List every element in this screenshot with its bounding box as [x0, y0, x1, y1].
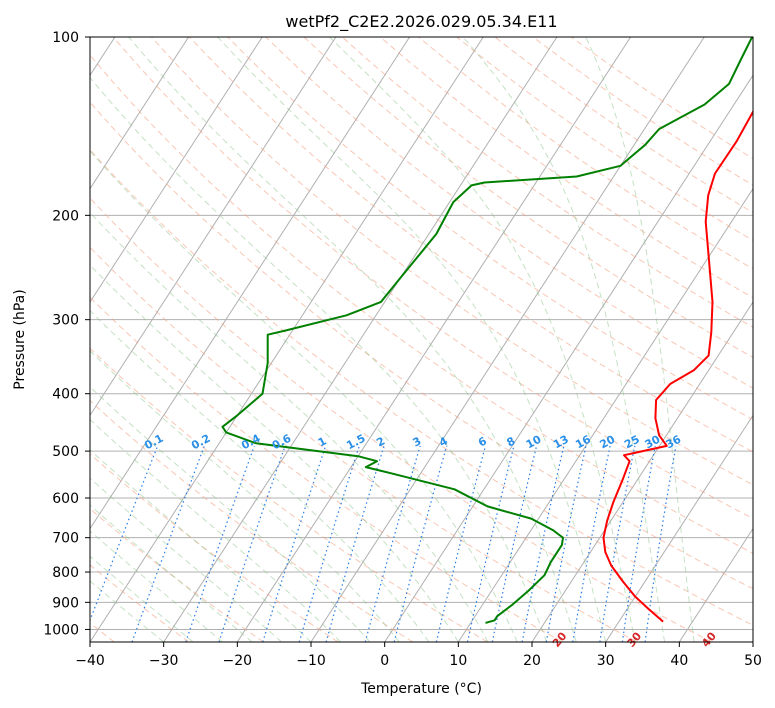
dry-adiabat-line — [90, 54, 753, 554]
dry-adiabat-line — [90, 246, 638, 642]
mixing-ratio-line — [298, 445, 360, 642]
moist-adiabat-line — [90, 530, 223, 642]
x-tick-label: 0 — [380, 653, 389, 669]
chart-title: wetPf2_C2E2.2026.029.05.34.E11 — [285, 12, 557, 32]
x-tick-label: 20 — [523, 653, 541, 669]
x-tick-label: 30 — [597, 653, 615, 669]
moist-adiabat-line — [462, 37, 666, 642]
y-tick-label: 500 — [52, 444, 79, 460]
moist-adiabat-line — [90, 418, 341, 642]
x-tick-label: −10 — [296, 653, 326, 669]
isotherm-line — [457, 187, 753, 642]
dry-adiabat-line — [90, 508, 264, 642]
y-tick-label: 700 — [52, 531, 79, 547]
plot-background — [90, 37, 753, 642]
mixing-ratio-label: 30 — [643, 433, 663, 452]
isotherm-line — [236, 37, 632, 642]
mixing-ratio-label: 36 — [664, 433, 684, 452]
y-tick-label: 200 — [52, 208, 79, 224]
y-tick-label: 400 — [52, 387, 79, 403]
mixing-ratio-line — [325, 445, 385, 642]
series-line-0 — [602, 109, 753, 623]
mixing-ratio-line — [491, 445, 538, 642]
isotherm-line — [384, 74, 753, 642]
x-axis-label: Temperature (°C) — [360, 681, 482, 697]
y-tick-label: 800 — [52, 565, 79, 581]
y-tick-label: 600 — [52, 491, 79, 507]
mixing-ratio-line — [599, 445, 636, 642]
moist-adiabat-line — [128, 37, 577, 642]
dry-adiabat-line — [303, 37, 753, 358]
dry-adiabat-line — [90, 296, 563, 642]
mixing-ratio-label: 13 — [551, 433, 571, 452]
mixing-ratio-line — [521, 445, 565, 642]
isotherm-line — [90, 37, 411, 530]
moist-adiabat-line — [90, 350, 400, 642]
mixing-ratio-line — [466, 445, 515, 642]
moist-adiabat-line — [90, 150, 518, 642]
dry-adiabat-line — [90, 101, 753, 590]
dry-adiabat-line — [341, 37, 753, 328]
mixing-ratio-line — [621, 445, 656, 642]
y-tick-label: 1000 — [43, 622, 79, 638]
dry-adiabat-line — [90, 347, 488, 642]
isotherm-line — [90, 37, 337, 417]
x-tick-label: 10 — [449, 653, 467, 669]
mixing-ratio-line — [545, 445, 587, 642]
moist-adiabat-line — [90, 211, 489, 642]
dry-adiabat-line — [90, 149, 753, 626]
x-tick-label: 40 — [670, 653, 688, 669]
series-line-1 — [221, 37, 753, 624]
y-axis-label: Pressure (hPa) — [12, 289, 28, 389]
moist-adiabat-line — [90, 264, 459, 642]
mixing-ratio-label: 25 — [622, 433, 642, 452]
mixing-ratio-line — [90, 445, 159, 622]
isotherm-line — [605, 414, 753, 642]
x-tick-label: 50 — [744, 653, 762, 669]
dry-adiabat-line — [151, 37, 753, 486]
mixing-ratio-line — [435, 445, 487, 642]
x-tick-label: −30 — [149, 653, 179, 669]
dry-adiabat-line — [112, 37, 753, 520]
moist-adiabat-line — [329, 37, 636, 642]
x-tick-label: −20 — [223, 653, 253, 669]
isotherm-line — [90, 37, 190, 190]
mixing-ratio-line — [393, 445, 448, 642]
moist-adiabat-line — [217, 37, 607, 642]
y-tick-label: 100 — [52, 30, 79, 46]
moist-adiabat-line — [90, 477, 282, 642]
grid-layer — [90, 37, 753, 642]
isotherm-line — [90, 37, 484, 642]
mixing-ratio-label: 20 — [598, 433, 618, 452]
isotherm-line — [90, 37, 263, 303]
mixing-ratio-line — [262, 445, 327, 642]
axis-layer: −40 −30 −20 −10 0 10 20 30 40 50 100 200 300 400 500 60… — [43, 30, 762, 669]
mixing-ratio-line — [572, 445, 611, 642]
plot-frame — [89, 36, 754, 643]
y-tick-label: 900 — [52, 595, 79, 611]
dry-adiabat-line — [265, 37, 753, 389]
isotherm-line — [678, 527, 753, 642]
y-tick-label: 300 — [52, 313, 79, 329]
mixing-ratio-label: 10 — [524, 433, 544, 452]
dry-adiabat-line — [90, 453, 339, 642]
moist-adiabat-line — [90, 76, 548, 642]
x-tick-label: −40 — [75, 653, 105, 669]
data-layer — [221, 37, 753, 624]
dry-adiabat-line — [90, 399, 414, 642]
moist-adiabat-line — [90, 449, 312, 642]
isotherm-line — [531, 301, 753, 642]
moist-adiabat-line — [585, 37, 695, 642]
moist-adiabat-line — [90, 504, 253, 642]
moist-adiabat-line — [90, 309, 430, 642]
mixing-ratio-label: 16 — [573, 433, 593, 452]
